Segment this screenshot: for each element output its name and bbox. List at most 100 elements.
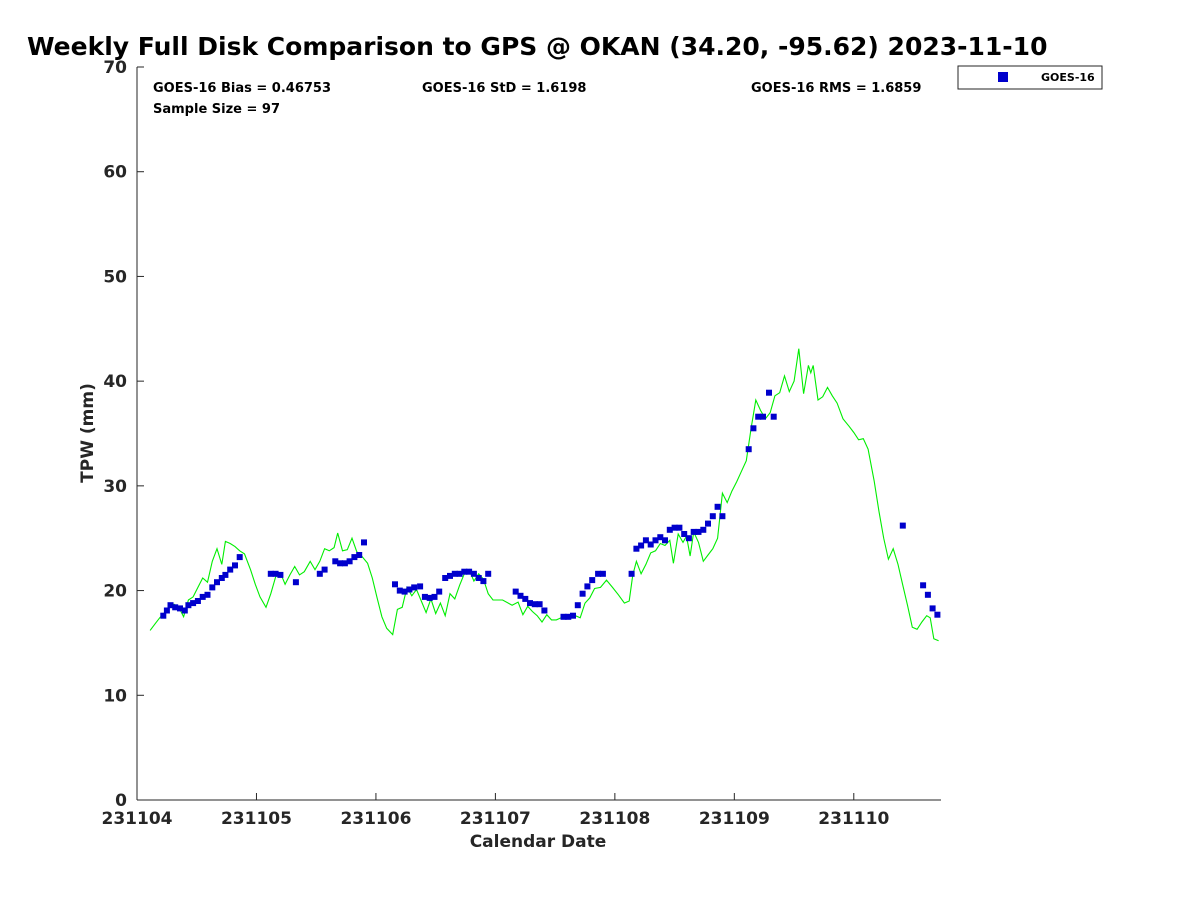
- goes16-point: [647, 541, 654, 548]
- goes16-point: [709, 513, 716, 520]
- goes16-point: [770, 413, 777, 420]
- goes16-point: [695, 528, 702, 535]
- goes16-point: [541, 607, 548, 614]
- goes16-point: [628, 570, 635, 577]
- goes16-point: [662, 537, 668, 544]
- goes16-point: [321, 566, 328, 573]
- legend-marker: [998, 72, 1008, 82]
- y-tick-label: 0: [115, 791, 127, 811]
- goes16-point: [356, 552, 363, 558]
- goes16-point: [337, 560, 344, 567]
- goes16-point: [745, 446, 752, 453]
- goes16-point: [570, 612, 576, 619]
- goes16-point: [199, 593, 206, 600]
- x-tick-label: 231104: [102, 809, 173, 829]
- goes16-point: [666, 526, 673, 533]
- goes16-point: [214, 579, 220, 586]
- goes16-point: [332, 558, 339, 565]
- goes16-point: [351, 554, 358, 561]
- goes16-point: [456, 570, 463, 577]
- goes16-point: [209, 584, 216, 591]
- goes16-point: [194, 598, 201, 604]
- goes16-point: [204, 591, 211, 598]
- goes16-point: [589, 577, 596, 584]
- goes16-point: [436, 588, 443, 595]
- goes16-point: [172, 604, 179, 611]
- goes16-point: [466, 568, 473, 575]
- goes16-point: [451, 570, 458, 577]
- bias-stat: GOES-16 Bias = 0.46753: [153, 81, 331, 96]
- x-tick-label: 231107: [460, 809, 531, 829]
- x-tick-label: 231106: [340, 809, 411, 829]
- goes16-point: [512, 588, 519, 595]
- x-tick-label: 231110: [818, 809, 889, 829]
- goes16-point: [177, 605, 183, 612]
- goes16-point: [392, 581, 398, 588]
- y-axis-label: TPW (mm): [78, 383, 98, 483]
- goes16-point: [190, 600, 197, 607]
- rms-stat: GOES-16 RMS = 1.6859: [751, 81, 921, 96]
- goes16-point: [924, 591, 931, 598]
- goes16-point: [560, 613, 567, 620]
- x-tick-label: 231108: [579, 809, 650, 829]
- goes16-point: [461, 568, 468, 575]
- goes16-point: [426, 594, 433, 601]
- goes16-point: [579, 590, 586, 597]
- goes16-point: [485, 570, 492, 577]
- goes16-point: [181, 607, 188, 614]
- goes16-point: [714, 503, 721, 510]
- legend-box: [957, 65, 1103, 90]
- goes16-point: [160, 612, 167, 619]
- goes16-point: [595, 570, 602, 577]
- goes16-point: [574, 602, 581, 609]
- goes16-point: [719, 513, 726, 520]
- goes16-point: [657, 534, 664, 541]
- goes16-series: [160, 389, 941, 620]
- goes16-point: [760, 413, 766, 420]
- goes16-point: [421, 593, 428, 600]
- plot-area: [137, 67, 941, 800]
- y-tick-label: 20: [103, 582, 127, 602]
- goes16-point: [447, 572, 453, 579]
- goes16-point: [536, 601, 543, 608]
- y-tick-label: 70: [103, 58, 127, 78]
- goes16-point: [218, 575, 225, 581]
- y-tick-label: 10: [103, 686, 127, 706]
- goes16-point: [685, 535, 692, 542]
- goes16-point: [232, 562, 238, 569]
- goes16-point: [222, 571, 229, 578]
- y-tick-label: 60: [103, 163, 127, 183]
- goes16-point: [690, 528, 697, 535]
- y-tick-label: 50: [103, 267, 127, 287]
- goes16-point: [633, 545, 640, 552]
- goes16-point: [920, 582, 927, 589]
- goes16-point: [676, 524, 683, 531]
- x-axis-label: Calendar Date: [470, 832, 607, 852]
- y-tick-label: 40: [103, 372, 127, 392]
- goes16-point: [185, 602, 192, 609]
- goes16-point: [527, 600, 533, 607]
- goes16-point: [272, 570, 279, 577]
- goes16-point: [638, 542, 645, 549]
- goes16-point: [292, 579, 299, 586]
- goes16-point: [406, 586, 413, 593]
- goes16-point: [346, 558, 353, 565]
- goes16-point: [700, 526, 707, 533]
- goes16-point: [442, 575, 449, 581]
- goes16-point: [411, 584, 418, 591]
- goes16-point: [522, 595, 529, 602]
- goes16-point: [766, 389, 772, 396]
- goes16-point: [750, 425, 757, 432]
- goes16-point: [705, 520, 711, 527]
- goes16-point: [599, 570, 606, 577]
- goes16-point: [267, 570, 274, 577]
- legend-label: GOES-16: [1041, 71, 1095, 84]
- goes16-point: [899, 522, 906, 529]
- goes16-point: [341, 560, 348, 567]
- goes16-point: [565, 613, 572, 620]
- goes16-point: [929, 605, 936, 612]
- goes16-point: [480, 578, 487, 585]
- goes16-point: [584, 583, 591, 590]
- x-tick-label: 231109: [699, 809, 770, 829]
- goes16-point: [167, 602, 174, 609]
